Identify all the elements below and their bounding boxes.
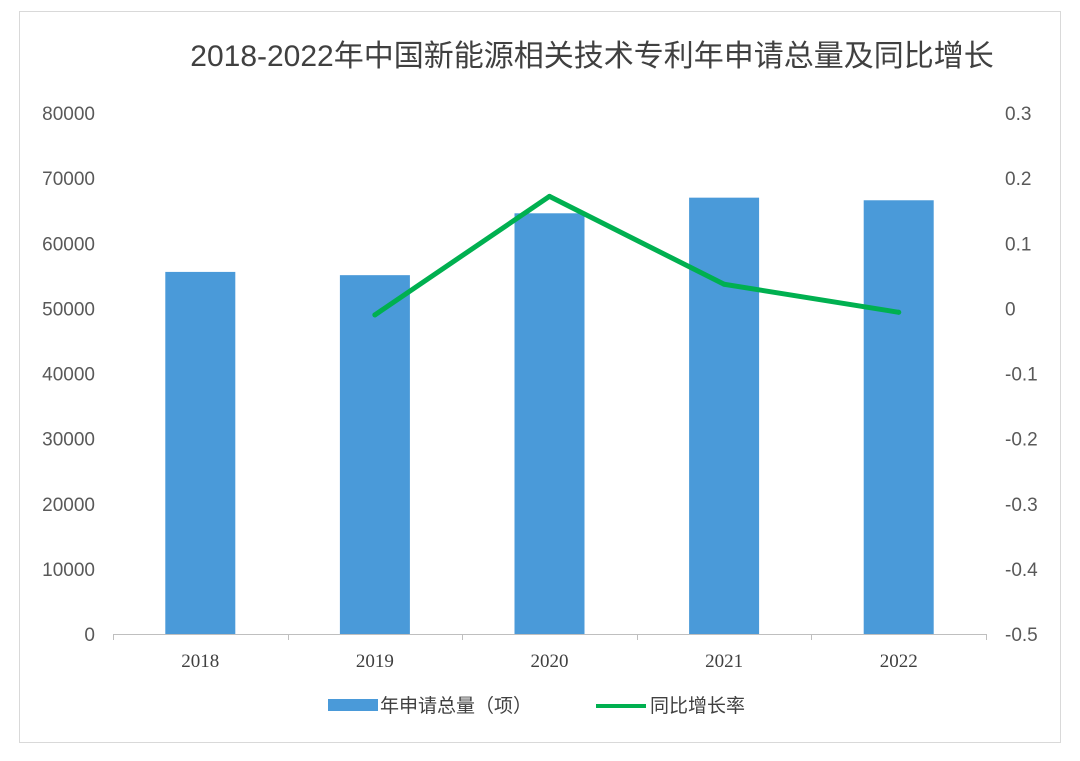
x-tick-label: 2022 bbox=[880, 651, 918, 672]
left-tick-label: 50000 bbox=[42, 299, 95, 320]
bar-2022 bbox=[863, 200, 934, 634]
right-tick-label: 0.2 bbox=[1005, 169, 1031, 190]
legend-label-bar: 年申请总量（项） bbox=[380, 695, 532, 717]
right-tick-label: -0.1 bbox=[1005, 365, 1038, 386]
left-tick-label: 80000 bbox=[42, 104, 95, 125]
x-axis: 2018 2019 2020 2021 2022 bbox=[113, 634, 987, 672]
right-tick-label: -0.2 bbox=[1005, 430, 1038, 451]
right-tick-label: 0.3 bbox=[1005, 104, 1031, 125]
right-tick-label: -0.4 bbox=[1005, 560, 1038, 581]
line-series bbox=[372, 193, 902, 318]
growth-point-2019 bbox=[372, 312, 378, 318]
left-tick-label: 70000 bbox=[42, 169, 95, 190]
bar-2020 bbox=[514, 213, 585, 635]
left-tick-label: 20000 bbox=[42, 495, 95, 516]
right-axis-ticks: -0.5 -0.4 -0.3 -0.2 -0.1 0 0.1 0.2 0.3 bbox=[1005, 104, 1038, 646]
x-tick-label: 2021 bbox=[705, 651, 743, 672]
left-tick-label: 0 bbox=[84, 625, 95, 646]
x-tick-label: 2019 bbox=[356, 651, 394, 672]
left-tick-label: 40000 bbox=[42, 365, 95, 386]
left-axis-ticks: 0 10000 20000 30000 40000 50000 60000 70000 8000… bbox=[42, 104, 95, 646]
left-tick-label: 30000 bbox=[42, 430, 95, 451]
growth-point-2020 bbox=[547, 193, 552, 199]
left-tick-label: 60000 bbox=[42, 234, 95, 255]
bar-2019 bbox=[339, 275, 410, 634]
x-tick-label: 2018 bbox=[181, 651, 219, 672]
right-tick-label: 0 bbox=[1005, 299, 1016, 320]
chart-border bbox=[19, 11, 1061, 743]
legend-swatch-bar bbox=[328, 699, 378, 711]
growth-point-2022 bbox=[896, 309, 902, 315]
x-tick-label: 2020 bbox=[531, 651, 569, 672]
legend: 年申请总量（项） 同比增长率 bbox=[328, 695, 745, 717]
growth-line bbox=[372, 193, 902, 318]
right-tick-label: -0.3 bbox=[1005, 495, 1038, 516]
right-tick-label: 0.1 bbox=[1005, 234, 1031, 255]
legend-label-line: 同比增长率 bbox=[650, 695, 745, 717]
left-tick-label: 10000 bbox=[42, 560, 95, 581]
bar-series bbox=[165, 197, 934, 635]
chart-title: 2018-2022年中国新能源相关技术专利年申请总量及同比增长 bbox=[190, 40, 993, 73]
right-tick-label: -0.5 bbox=[1005, 625, 1038, 646]
growth-point-2021 bbox=[721, 281, 727, 287]
bar-2018 bbox=[165, 271, 236, 634]
